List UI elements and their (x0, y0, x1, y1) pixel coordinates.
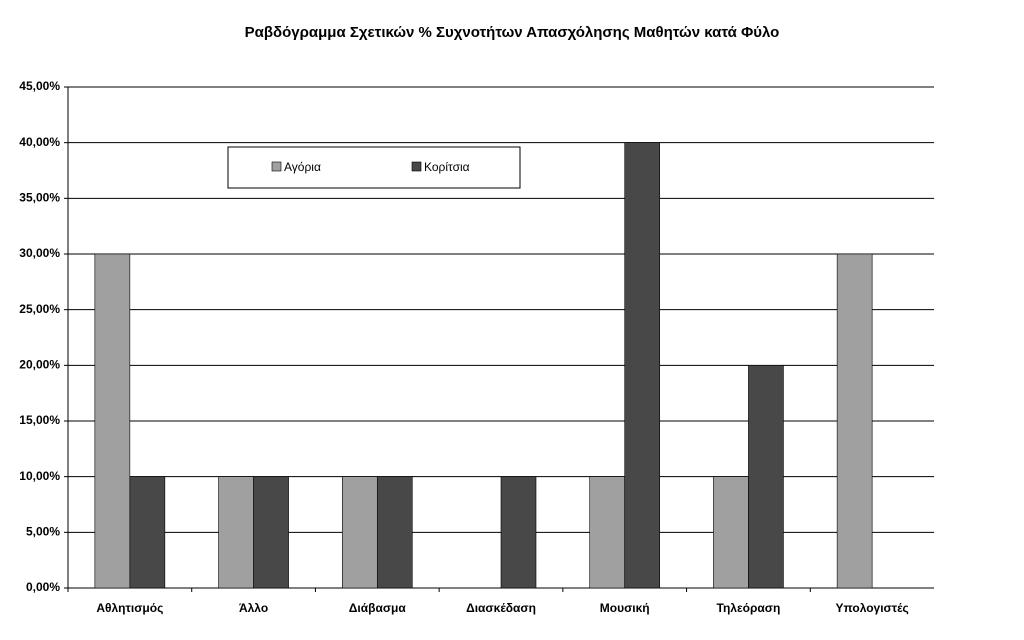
bar (341, 476, 378, 589)
x-tick-label: Άλλο (239, 601, 268, 615)
y-tick-label: 10,00% (19, 469, 60, 483)
x-tick-label: Διάβασμα (349, 601, 407, 615)
y-tick-label: 0,00% (26, 580, 60, 594)
y-tick-label: 45,00% (19, 79, 60, 93)
y-tick-label: 25,00% (19, 302, 60, 316)
bar (589, 476, 626, 589)
x-tick-label: Μουσική (600, 601, 650, 615)
bar (500, 476, 537, 589)
y-tick-label: 5,00% (26, 525, 60, 539)
bar (218, 476, 254, 589)
bar (253, 476, 289, 589)
bar (94, 253, 131, 589)
bar (376, 476, 413, 589)
legend-swatch (271, 161, 282, 172)
x-tick-label: Διασκέδαση (466, 601, 536, 615)
y-tick-label: 15,00% (19, 413, 60, 427)
legend-label: Αγόρια (284, 160, 321, 174)
x-tick-label: Αθλητισμός (96, 601, 163, 615)
chart-title: Ραβδόγραμμα Σχετικών % Συχνοτήτων Απασχό… (245, 24, 780, 41)
y-tick-label: 20,00% (19, 358, 60, 372)
bar (713, 476, 749, 589)
legend-swatch (411, 161, 422, 172)
legend-label: Κορίτσια (424, 160, 470, 174)
y-tick-label: 30,00% (19, 246, 60, 260)
bar (129, 476, 166, 589)
x-tick-label: Τηλεόραση (717, 601, 781, 615)
y-tick-label: 35,00% (19, 191, 60, 205)
bar (836, 253, 873, 589)
bar (624, 142, 661, 589)
bar (748, 365, 784, 589)
y-tick-label: 40,00% (19, 135, 60, 149)
x-tick-label: Υπολογιστές (836, 601, 909, 615)
